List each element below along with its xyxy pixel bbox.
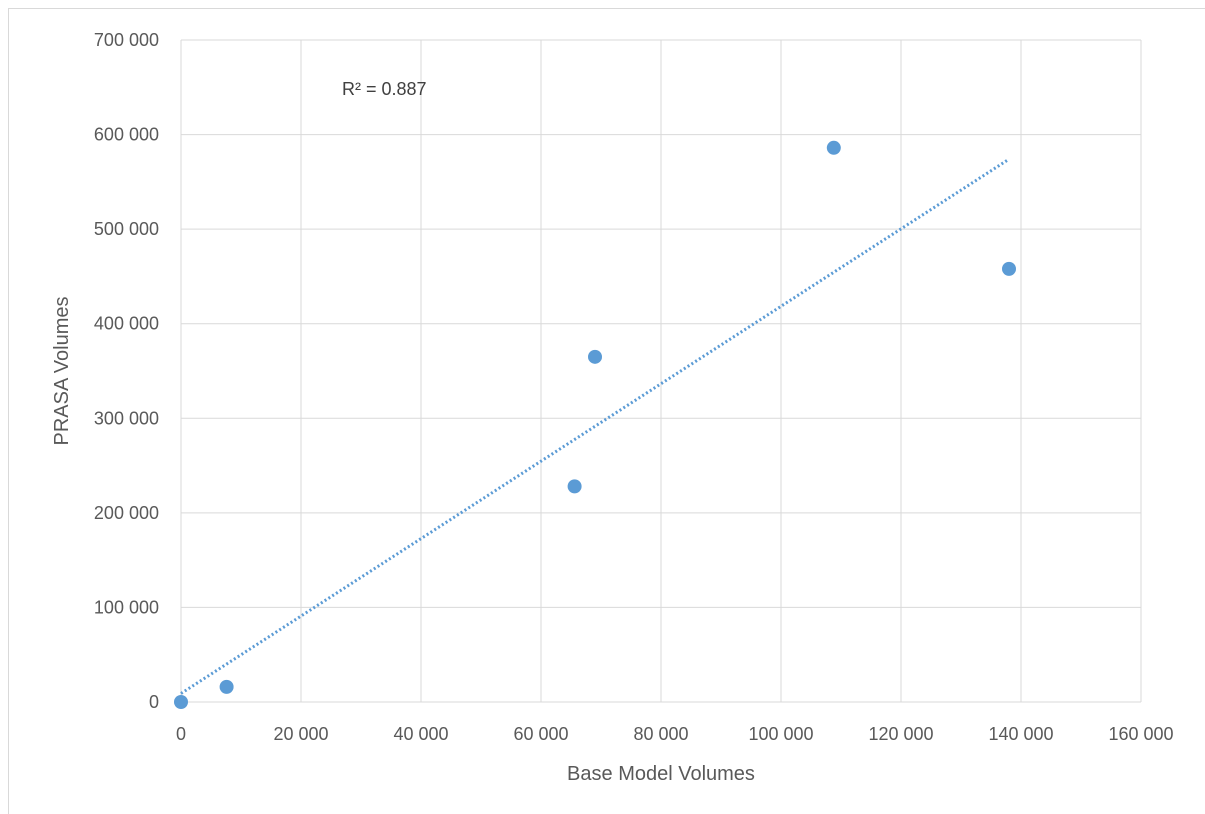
data-point: [174, 695, 188, 709]
x-tick-label: 160 000: [1108, 724, 1173, 744]
data-point: [1002, 261, 1016, 276]
x-tick-label: 100 000: [748, 724, 813, 744]
data-point: [567, 479, 582, 494]
x-tick-label: 20 000: [273, 724, 328, 744]
x-tick-label: 0: [176, 724, 186, 744]
trendline: [180, 157, 1010, 695]
trendline-group: [180, 157, 1010, 695]
y-axis-tick-labels: 0 100 000 200 000 300 000 400 000 500 000 600 …: [94, 30, 159, 712]
y-tick-label: 100 000: [94, 597, 159, 617]
data-points: [174, 140, 1016, 709]
data-point: [219, 679, 234, 694]
y-tick-label: 700 000: [94, 30, 159, 50]
x-axis-title: Base Model Volumes: [567, 763, 755, 785]
x-tick-label: 60 000: [513, 724, 568, 744]
data-point: [826, 140, 841, 155]
y-tick-label: 600 000: [94, 125, 159, 145]
x-tick-label: 80 000: [633, 724, 688, 744]
x-axis-tick-labels: 0 20 000 40 000 60 000 80 000 100 000 120 000 1…: [176, 724, 1174, 744]
y-axis-title: PRASA Volumes: [51, 297, 73, 446]
x-tick-label: 40 000: [393, 724, 448, 744]
frame-border-left: [8, 8, 9, 814]
y-tick-label: 400 000: [94, 314, 159, 334]
gridlines: [181, 39, 1142, 702]
y-tick-label: 200 000: [94, 503, 159, 523]
y-tick-label: 0: [149, 692, 159, 712]
data-point: [588, 349, 602, 364]
axes: [180, 40, 1141, 703]
frame-border-top: [8, 8, 1205, 9]
r-squared-annotation: R² = 0.887: [342, 79, 427, 99]
x-tick-label: 140 000: [988, 724, 1053, 744]
x-tick-label: 120 000: [868, 724, 933, 744]
y-tick-label: 300 000: [94, 408, 159, 428]
y-tick-label: 500 000: [94, 219, 159, 239]
